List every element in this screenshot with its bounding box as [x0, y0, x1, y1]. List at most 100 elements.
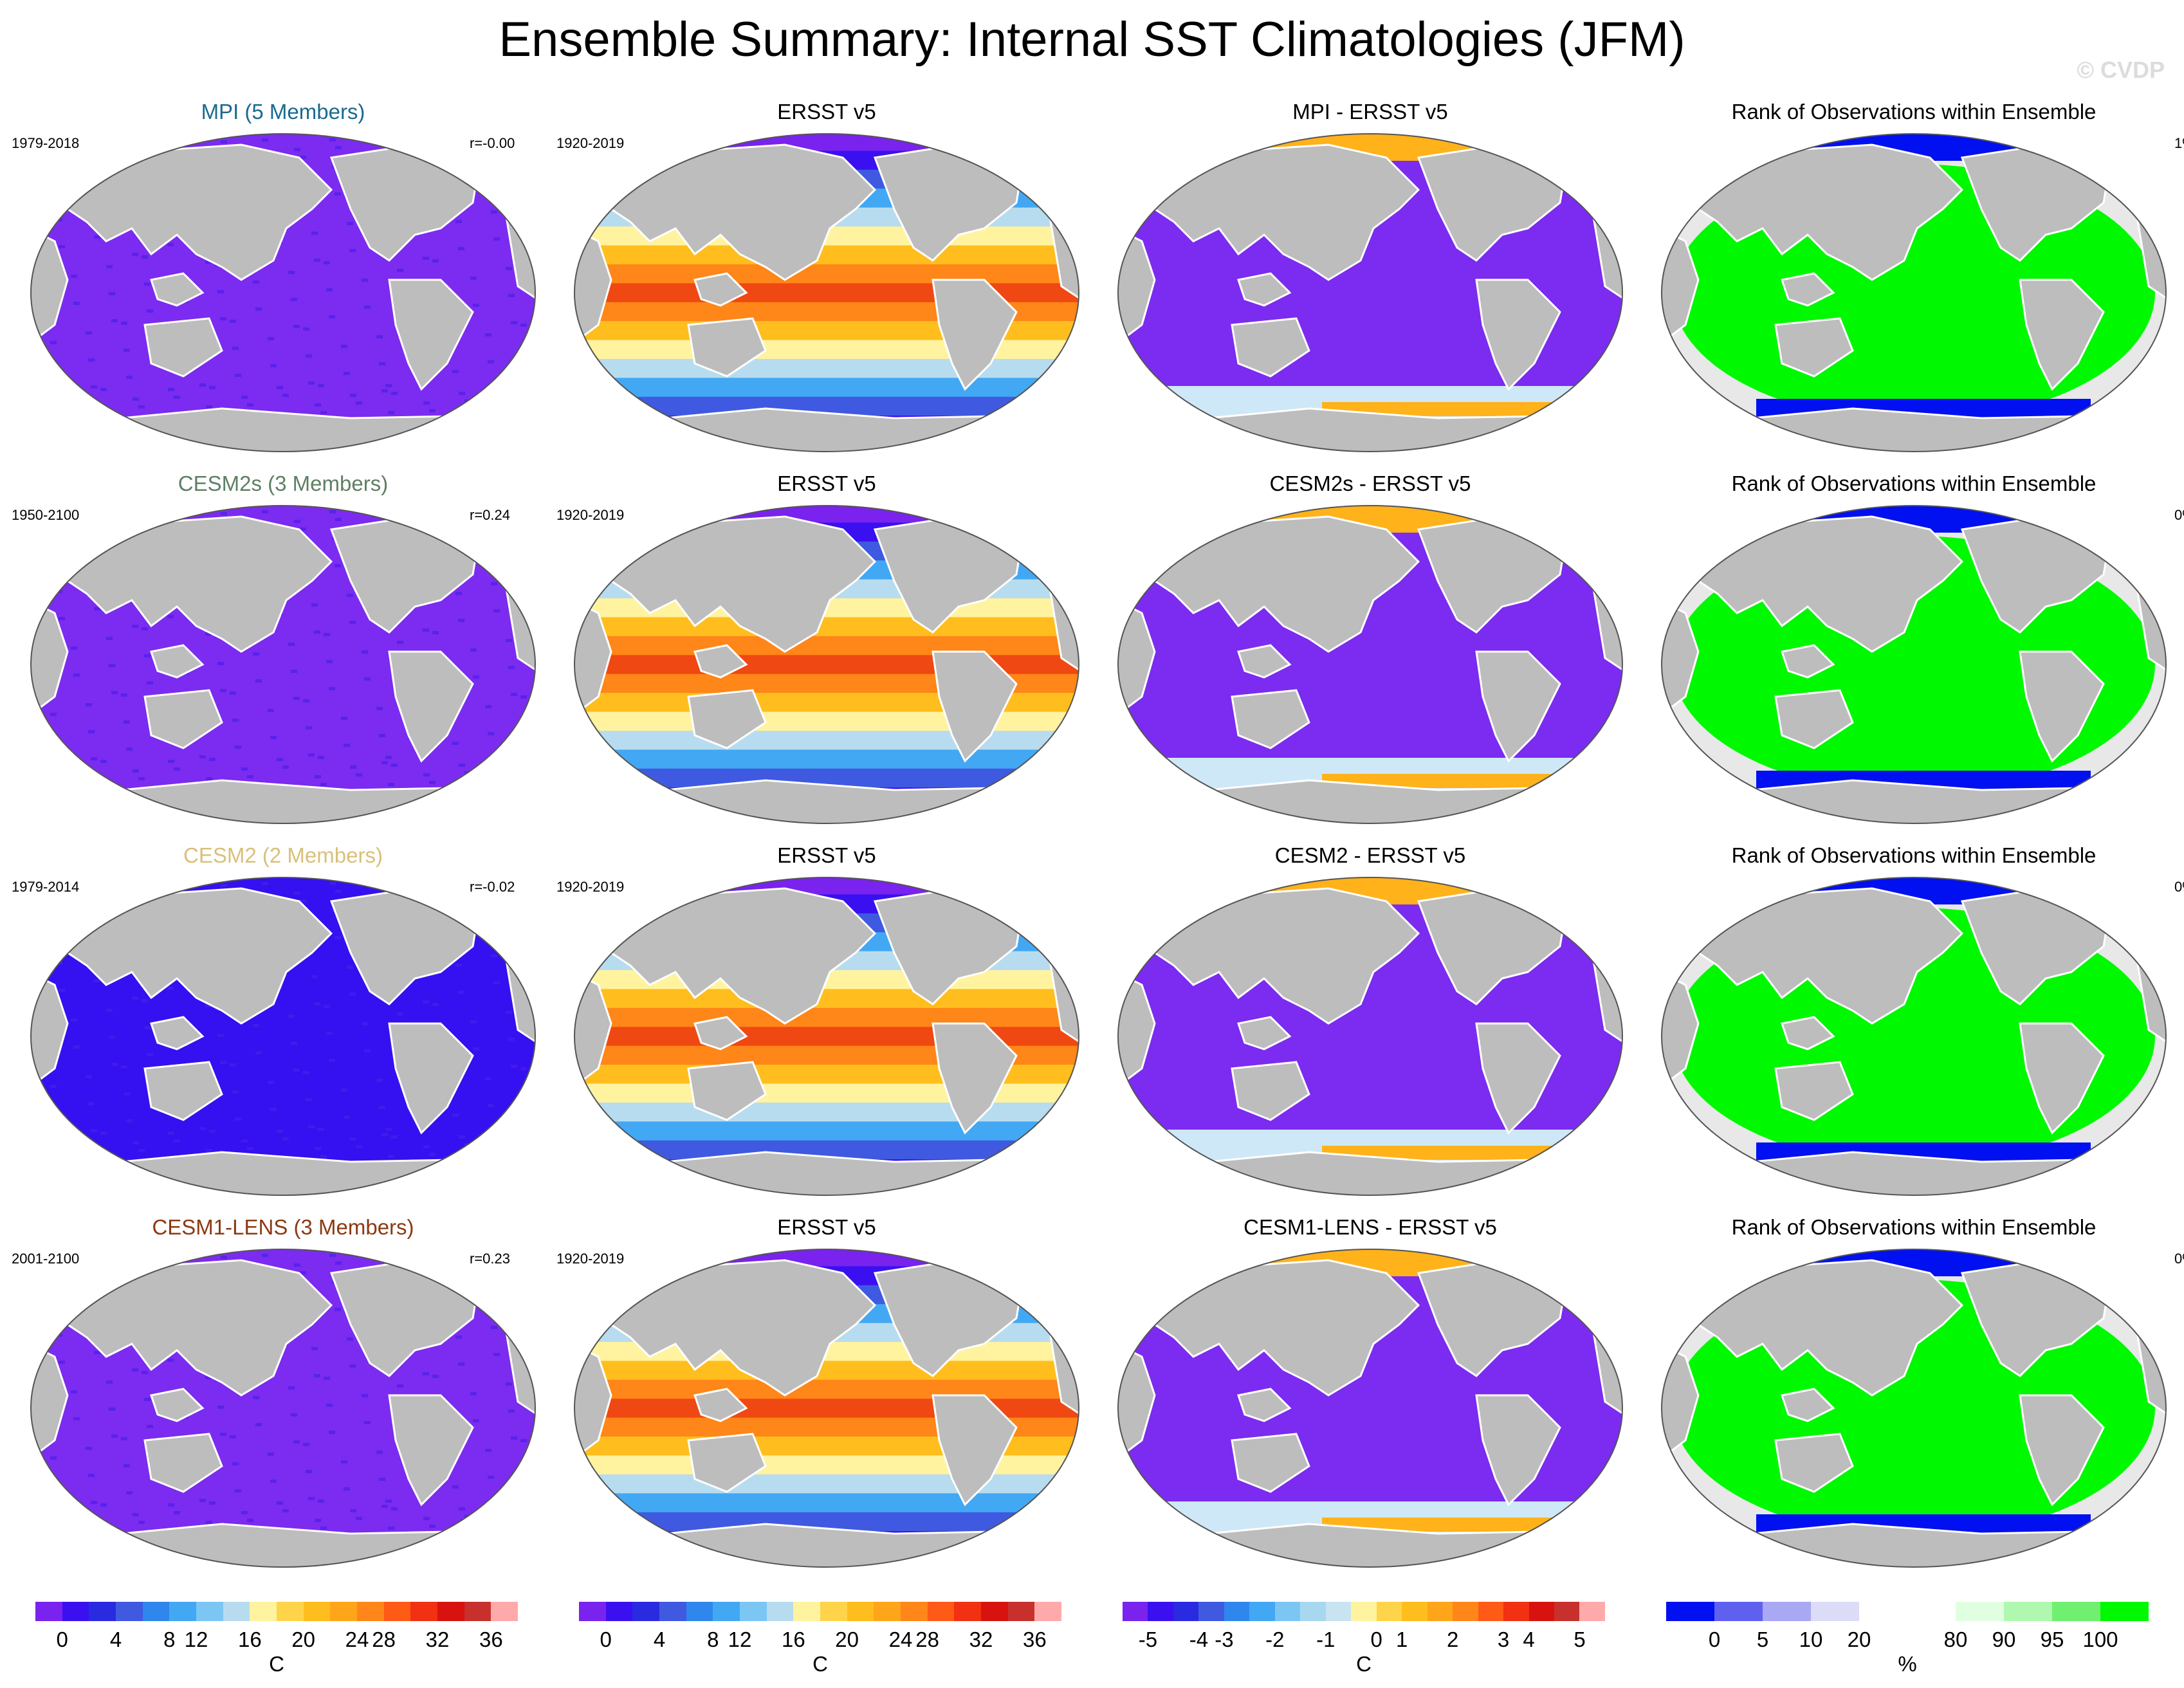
colorbar-swatch [713, 1602, 740, 1621]
sst-band [574, 245, 1079, 265]
colorbar-tick-label: 24 [345, 1628, 369, 1651]
land-mass [2082, 509, 2138, 544]
colorbar-swatch [1503, 1602, 1529, 1621]
obs-map [574, 505, 1079, 824]
colorbar-tick-label: 0 [56, 1628, 68, 1651]
colorbar-tick-label: 16 [781, 1628, 805, 1651]
pattern-correlation: r=-0.02 [470, 879, 515, 895]
land-mass [1774, 689, 1854, 749]
model-panel-title: CESM2 (2 Members) [183, 843, 383, 867]
colorbar-swatch [1763, 1602, 1811, 1621]
colorbar-tick-label: 8 [707, 1628, 719, 1651]
colorbar-swatch [277, 1602, 304, 1621]
colorbar-tick-label: 36 [479, 1628, 503, 1651]
land-mass [388, 1022, 474, 1135]
land-mass [693, 272, 748, 307]
colorbar-swatch [579, 1602, 606, 1621]
land-mass [1539, 881, 1594, 915]
land-mass [388, 650, 474, 763]
colorbar-tick-label: 5 [1574, 1628, 1586, 1651]
land-mass [150, 644, 205, 679]
model-map [30, 877, 536, 1196]
obs-panel-title: ERSST v5 [777, 1215, 876, 1239]
land-mass [2019, 650, 2105, 763]
land-mass [1475, 1394, 1561, 1507]
obs-map [574, 133, 1079, 452]
land-mass [31, 1342, 69, 1462]
colorbar-swatch [1427, 1602, 1453, 1621]
colorbar-swatch [410, 1602, 438, 1621]
page-title: Ensemble Summary: Internal SST Climatolo… [499, 12, 1685, 67]
colorbar-tick-label: 32 [969, 1628, 993, 1651]
sst-band [574, 1007, 1079, 1028]
sst-band [574, 134, 1079, 152]
land-mass [693, 644, 748, 679]
sst-band [574, 358, 1079, 379]
model-panel-title: CESM1-LENS (3 Members) [152, 1215, 414, 1239]
land-mass [1231, 1061, 1310, 1121]
colorbar-swatch [1300, 1602, 1326, 1621]
colorbar-swatch [793, 1602, 821, 1621]
colorbar-tick-label: 12 [728, 1628, 752, 1651]
sst-band [574, 340, 1079, 360]
land-mass [2082, 137, 2138, 172]
colorbar-tick-label: 95 [2040, 1628, 2064, 1651]
land-mass [143, 689, 223, 749]
colorbar-swatch [1224, 1602, 1250, 1621]
land-mass [1774, 317, 1854, 378]
colorbar-swatch [981, 1602, 1008, 1621]
land-mass [574, 407, 1079, 452]
colorbar-swatch [1666, 1602, 1714, 1621]
colorbar-tick-label: 24 [888, 1628, 913, 1651]
land-mass [931, 279, 1018, 391]
sst-band [574, 1121, 1079, 1141]
rank-panel-title: Rank of Observations within Ensemble [1731, 472, 2097, 495]
land-mass [1118, 598, 1156, 718]
land-mass [150, 272, 205, 307]
diff-map [1117, 1249, 1623, 1568]
diff-map [1117, 877, 1623, 1196]
south-warm-patch [1322, 774, 1554, 788]
land-mass [574, 1151, 1079, 1195]
colorbar-swatch [927, 1602, 955, 1621]
diff-panel-title: MPI - ERSST v5 [1292, 100, 1448, 124]
land-mass [1237, 1016, 1292, 1050]
land-mass [150, 1388, 205, 1422]
colorbar-tick-label: 3 [1497, 1628, 1510, 1651]
colorbar-swatch [169, 1602, 197, 1621]
colorbar-tick-label: -1 [1316, 1628, 1335, 1651]
model-years: 1979-2018 [12, 135, 80, 151]
sst-band [574, 711, 1079, 731]
land-mass [31, 970, 69, 1090]
sst-band [574, 730, 1079, 751]
sst-band [574, 1474, 1079, 1494]
colorbar-tick-label: 100 [2082, 1628, 2118, 1651]
sst-band [574, 1083, 1079, 1103]
land-mass [1781, 644, 1835, 679]
obs-panel-title: ERSST v5 [777, 100, 876, 124]
land-mass [1118, 1151, 1622, 1195]
colorbar [1123, 1602, 1605, 1621]
land-mass [1231, 689, 1310, 749]
diff-map [1117, 505, 1623, 824]
colorbar-tick-label: 0 [1708, 1628, 1721, 1651]
colorbar-swatch [1351, 1602, 1377, 1621]
land-mass [1231, 317, 1310, 378]
land-mass [574, 1523, 1079, 1567]
land-mass [687, 689, 767, 749]
colorbar-tick-label: 28 [372, 1628, 396, 1651]
obs-years: 1920-2019 [556, 507, 625, 523]
land-mass [687, 1433, 767, 1493]
sst-band [574, 989, 1079, 1009]
colorbar-swatch [874, 1602, 901, 1621]
colorbar-swatch [1453, 1602, 1478, 1621]
colorbar-tick-label: -4 [1189, 1628, 1209, 1651]
colorbar-swatch [196, 1602, 223, 1621]
sst-band [574, 1379, 1079, 1400]
colorbar-unit-label: % [1898, 1652, 1917, 1676]
colorbar [35, 1602, 518, 1621]
land-mass [31, 407, 535, 452]
land-mass [1118, 779, 1622, 823]
colorbar-swatch [1034, 1602, 1062, 1621]
land-mass [31, 1523, 535, 1567]
